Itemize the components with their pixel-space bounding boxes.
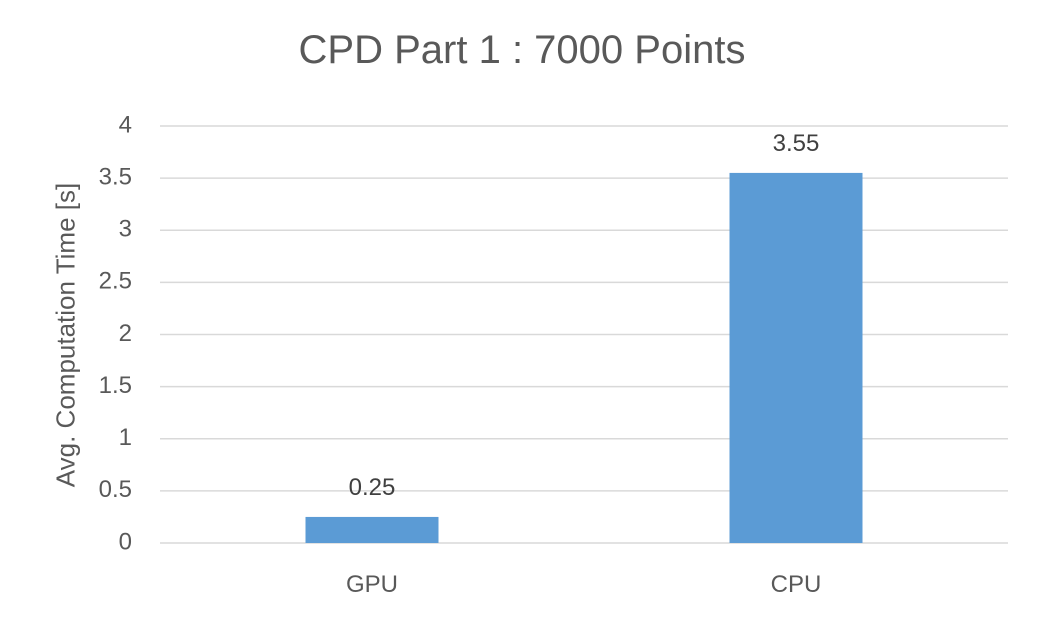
y-tick-label: 0.5 xyxy=(99,476,132,503)
data-label: 3.55 xyxy=(773,130,820,157)
y-tick-label: 1.5 xyxy=(99,372,132,399)
y-tick-label: 3 xyxy=(119,216,132,243)
x-tick-label: GPU xyxy=(346,571,398,598)
y-tick-label: 2 xyxy=(119,320,132,347)
y-tick-label: 4 xyxy=(119,111,132,138)
bar-layer xyxy=(305,172,863,543)
chart-title: CPD Part 1 : 7000 Points xyxy=(298,28,746,72)
data-label: 0.25 xyxy=(349,474,396,501)
bar-gpu xyxy=(305,516,439,543)
y-tick-label: 2.5 xyxy=(99,268,132,295)
x-tick-label: CPU xyxy=(771,571,822,598)
label-layer: 0 0.5 1 1.5 2 2.5 3 3.5 4 0.25 GPU 3.55 CPU xyxy=(99,111,822,598)
bar-cpu xyxy=(729,172,863,543)
y-tick-label: 3.5 xyxy=(99,163,132,190)
y-tick-label: 0 xyxy=(119,528,132,555)
grid-layer xyxy=(160,125,1008,544)
y-tick-label: 1 xyxy=(119,424,132,451)
